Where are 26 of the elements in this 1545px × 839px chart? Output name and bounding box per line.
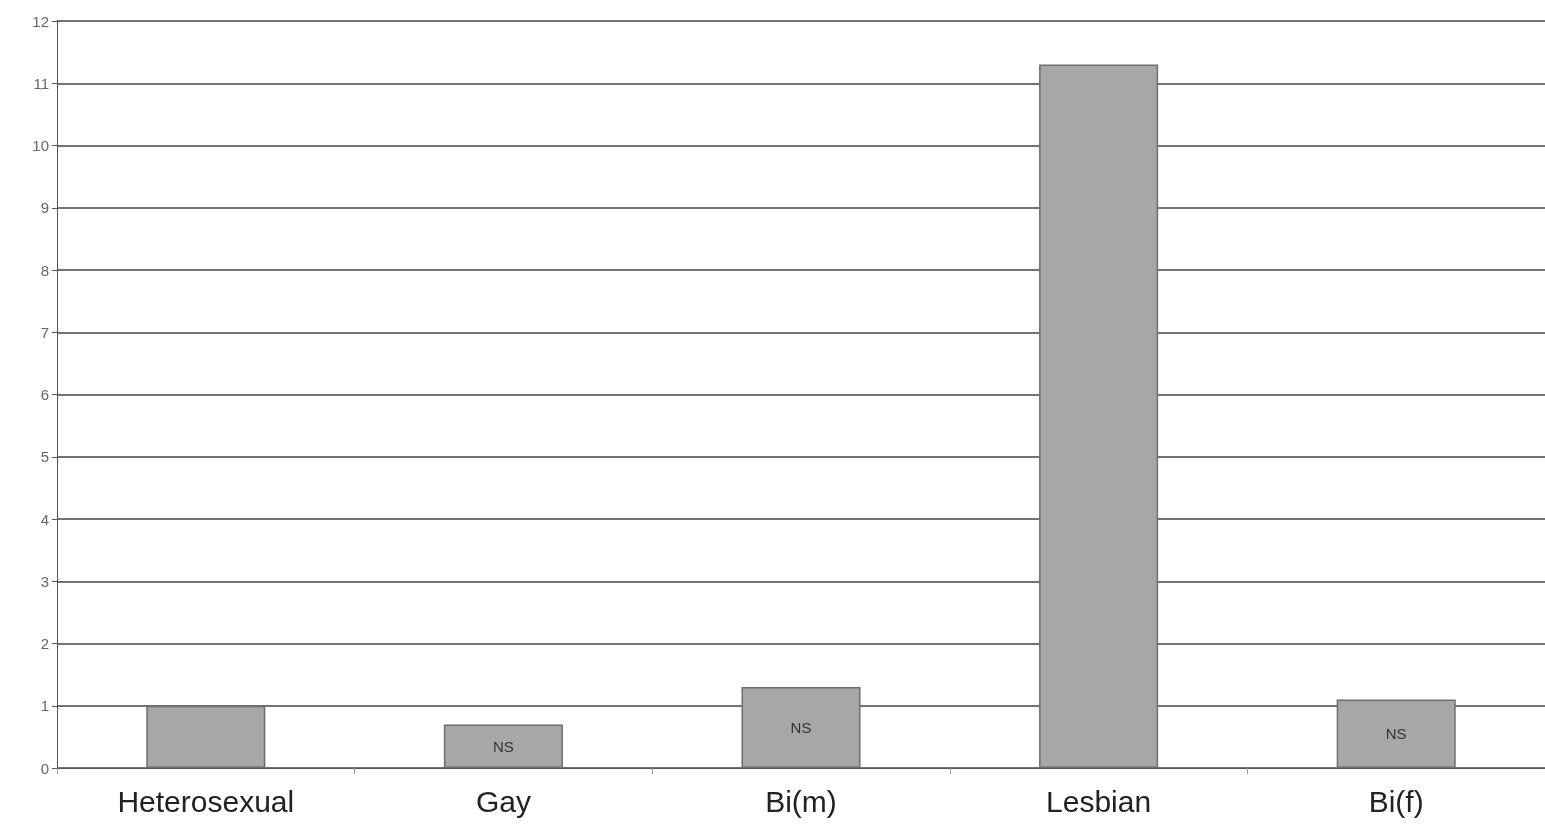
y-tick-label: 0 [40, 759, 49, 777]
data-label: NS [492, 737, 514, 755]
y-tick-label: 3 [40, 572, 49, 590]
x-tick-label: Bi(f) [1368, 784, 1424, 818]
y-tick-label: 2 [40, 635, 49, 652]
y-tick-label: 10 [32, 137, 49, 154]
y-tick-label: 9 [40, 199, 49, 217]
bar [741, 687, 861, 768]
y-tick-label: 11 [33, 74, 49, 92]
bar [443, 724, 563, 768]
y-tick-label: 6 [40, 386, 49, 403]
data-label: NS [1385, 725, 1407, 743]
bar [146, 705, 266, 768]
y-tick-label: 8 [40, 261, 49, 279]
y-tick-label: 4 [40, 510, 49, 528]
y-tick-label: 12 [32, 12, 49, 30]
x-tick-label: Lesbian [1046, 784, 1152, 818]
y-tick-label: 5 [40, 448, 49, 466]
x-tick-label: Heterosexual [117, 784, 295, 818]
data-label: NS [790, 719, 812, 737]
y-tick-label: 1 [40, 697, 49, 715]
y-tick-label: 7 [40, 323, 49, 341]
bar [1039, 64, 1159, 768]
x-tick-label: Bi(m) [765, 784, 837, 818]
bar [1336, 699, 1456, 768]
x-tick-label: Gay [475, 784, 531, 818]
